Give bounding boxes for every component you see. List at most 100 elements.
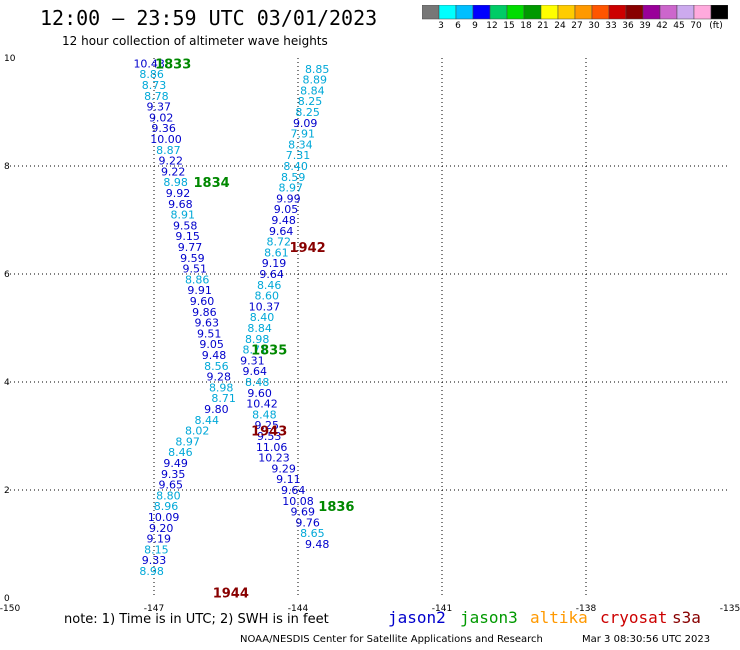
wave-height-point: 9.51	[183, 263, 208, 276]
wave-height-point: 9.63	[195, 317, 220, 330]
wave-height-point: 9.92	[166, 187, 191, 200]
satellite-legend-jason2: jason2	[388, 608, 446, 627]
track-pass-label: 1835	[251, 344, 287, 359]
wave-height-point: 9.53	[257, 430, 282, 443]
page-title: 12:00 – 23:59 UTC 03/01/2023	[40, 6, 378, 30]
wave-height-point: 8.96	[154, 500, 179, 513]
y-tick-label: 0	[4, 594, 10, 604]
y-tick-label: 2	[4, 486, 10, 496]
y-tick-label: 10	[4, 54, 16, 64]
wave-height-point: 8.56	[204, 360, 229, 373]
x-tick-label: -150	[0, 604, 20, 614]
footer-credit: NOAA/NESDIS Center for Satellite Applica…	[240, 634, 543, 645]
wave-height-point: 8.78	[144, 90, 169, 103]
wave-height-point: 8.86	[185, 273, 210, 286]
legend-swatch	[710, 5, 728, 20]
y-tick-label: 8	[4, 162, 10, 172]
note-text: note: 1) Time is in UTC; 2) SWH is in fe…	[64, 612, 329, 627]
wave-height-point: 9.77	[178, 241, 203, 254]
track-pass-label: 1943	[251, 425, 287, 440]
wave-height-point: 7.31	[286, 149, 311, 162]
wave-height-point: 9.05	[199, 338, 224, 351]
y-tick-label: 4	[4, 378, 10, 388]
wave-height-point: 9.64	[243, 365, 268, 378]
wave-height-point: 7.91	[291, 128, 316, 141]
wave-height-point: 9.22	[159, 155, 184, 168]
wave-height-point: 8.46	[168, 446, 193, 459]
legend-tick-label: 18	[520, 21, 532, 31]
wave-height-point: 9.29	[271, 462, 296, 475]
wave-height-point: 8.98	[245, 333, 270, 346]
wave-height-point: 9.22	[161, 165, 186, 178]
wave-height-point: 9.65	[159, 479, 184, 492]
legend-tick-label: 36	[622, 21, 634, 31]
legend-tick-label: 70	[690, 21, 702, 31]
x-tick-label: -138	[576, 604, 597, 614]
legend-tick-label: 9	[472, 21, 478, 31]
wave-height-point: 9.86	[192, 306, 217, 319]
wave-height-point: 9.69	[291, 506, 316, 519]
wave-height-point: 8.84	[300, 84, 325, 97]
wave-height-point: 9.19	[262, 257, 287, 270]
wave-height-point: 9.91	[187, 284, 212, 297]
wave-height-point: 8.48	[252, 408, 277, 421]
wave-height-point: 9.49	[163, 457, 188, 470]
legend-tick-label: 39	[639, 21, 651, 31]
x-tick-label: -141	[432, 604, 452, 614]
wave-height-point: 8.71	[243, 344, 268, 357]
wave-height-point: 9.99	[276, 192, 301, 205]
x-tick-label: -135	[720, 604, 740, 614]
wave-height-point: 9.11	[276, 473, 301, 486]
wave-height-point: 8.25	[298, 95, 323, 108]
legend-tick-label: 33	[605, 21, 617, 31]
wave-height-point: 8.15	[144, 543, 169, 556]
wave-height-point: 9.64	[269, 225, 294, 238]
legend-tick-label: 42	[656, 21, 668, 31]
wave-height-point: 9.31	[240, 354, 265, 367]
wave-height-point: 9.25	[255, 419, 280, 432]
wave-height-point: 8.65	[300, 527, 325, 540]
satellite-legend-cryosat: cryosat	[600, 608, 668, 627]
wave-height-point: 8.72	[267, 236, 292, 249]
wave-height-point: 9.48	[305, 538, 330, 551]
page-subtitle: 12 hour collection of altimeter wave hei…	[62, 34, 328, 48]
wave-height-point: 8.46	[257, 279, 282, 292]
wave-height-point: 8.40	[250, 311, 275, 324]
wave-height-point: 8.44	[195, 414, 220, 427]
wave-height-point: 9.09	[293, 117, 318, 130]
wave-height-point: 8.71	[211, 392, 236, 405]
wave-height-point: 9.36	[151, 122, 176, 135]
wave-height-point: 9.80	[204, 403, 229, 416]
track-pass-label: 1944	[213, 587, 249, 602]
wave-height-point: 9.20	[149, 522, 174, 535]
wave-height-point: 8.98	[209, 381, 234, 394]
wave-height-point: 9.05	[274, 203, 299, 216]
wave-height-point: 9.58	[173, 219, 198, 232]
y-tick-label: 6	[4, 270, 10, 280]
wave-height-point: 8.97	[175, 435, 200, 448]
wave-height-point: 8.48	[245, 376, 270, 389]
legend-tick-label: 24	[554, 21, 566, 31]
legend-unit-label: (ft)	[709, 21, 723, 31]
wave-height-point: 9.28	[207, 371, 232, 384]
legend-tick-label: 21	[537, 21, 549, 31]
wave-height-point: 9.64	[281, 484, 306, 497]
wave-height-point: 10.37	[249, 300, 281, 313]
legend-tick-label: 15	[503, 21, 515, 31]
legend-tick-label: 6	[455, 21, 461, 31]
wave-height-point: 10.43	[133, 57, 165, 70]
wave-height-point: 9.59	[180, 252, 205, 265]
wave-height-point: 10.09	[148, 511, 180, 524]
legend-tick-label: 3	[438, 21, 444, 31]
wave-height-point: 11.06	[256, 441, 288, 454]
wave-height-point: 10.42	[246, 398, 278, 411]
legend-tick-label: 27	[571, 21, 583, 31]
x-tick-label: -147	[144, 604, 164, 614]
legend-tick-label: 30	[588, 21, 600, 31]
wave-height-point: 9.76	[295, 516, 320, 529]
satellite-legend-s3a: s3a	[672, 608, 701, 627]
wave-height-point: 8.98	[163, 176, 188, 189]
wave-height-point: 10.08	[282, 495, 314, 508]
wave-height-point: 8.84	[247, 322, 272, 335]
wave-height-point: 8.91	[171, 209, 196, 222]
